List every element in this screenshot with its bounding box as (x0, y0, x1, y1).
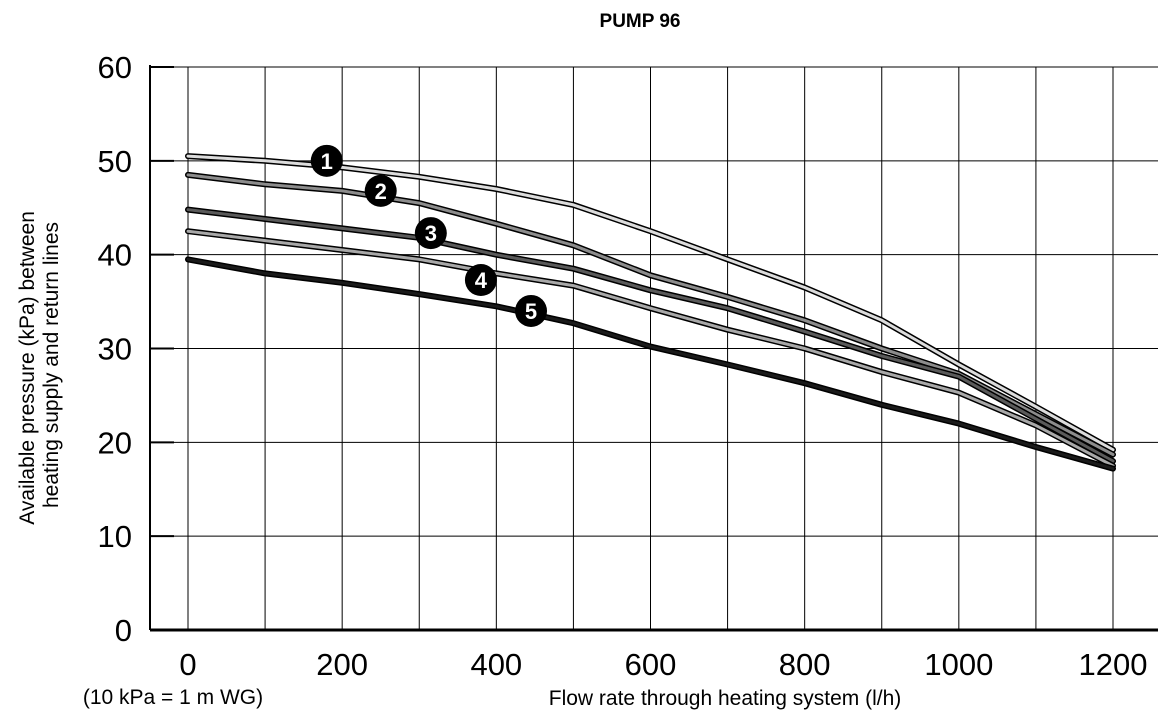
x-tick-label: 800 (779, 647, 831, 682)
y-tick-label: 10 (98, 519, 132, 554)
y-tick-label: 60 (98, 50, 132, 85)
series-4-line (186, 229, 1115, 468)
x-tick-label: 400 (470, 647, 522, 682)
x-tick-label: 600 (625, 647, 677, 682)
x-tick-label: 1200 (1079, 647, 1148, 682)
x-tick-label: 200 (316, 647, 368, 682)
series-3-marker-label: 3 (425, 221, 437, 246)
y-tick-label: 0 (115, 613, 132, 648)
x-tick-label: 1000 (924, 647, 993, 682)
series-3-marker (414, 217, 447, 250)
series-2-marker (364, 174, 397, 207)
series-1-line (186, 154, 1115, 452)
y-tick-label: 50 (98, 144, 132, 179)
y-tick-label: 30 (98, 332, 132, 367)
series-5-line (186, 257, 1115, 471)
y-tick-label: 20 (98, 425, 132, 460)
series-3-line (186, 208, 1115, 463)
series-markers: 1 2 3 4 5 (310, 144, 548, 327)
series-1-marker-label: 1 (321, 149, 333, 174)
series-5-marker (515, 294, 548, 327)
unit-note: (10 kPa = 1 m WG) (83, 686, 263, 709)
series-lines (185, 153, 1116, 472)
series-1-marker (310, 144, 343, 177)
chart-title: PUMP 96 (600, 11, 681, 32)
y-axis-label-line-1: Available pressure (kPa) between (16, 211, 39, 525)
series-2-marker-label: 2 (375, 179, 387, 204)
y-axis-label: Available pressure (kPa) between heating… (16, 205, 63, 524)
y-axis-label-line-2: heating supply and return lines (40, 222, 63, 508)
x-tick-label: 0 (179, 647, 196, 682)
series-4-marker-label: 4 (475, 268, 488, 293)
y-tick-label: 40 (98, 238, 132, 273)
x-axis-label: Flow rate through heating system (l/h) (549, 687, 902, 710)
series-5-marker-label: 5 (525, 299, 537, 324)
axes (149, 65, 1158, 632)
series-4-marker (464, 264, 497, 297)
